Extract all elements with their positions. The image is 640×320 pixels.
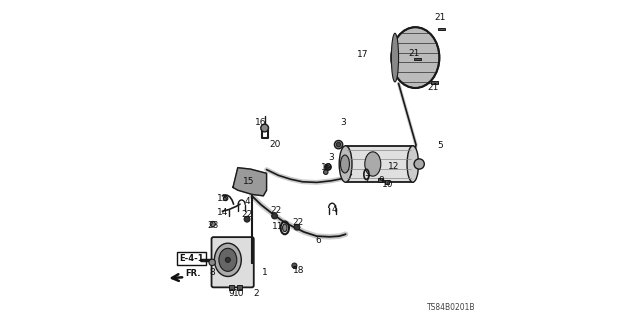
Text: TS84B0201B: TS84B0201B	[427, 303, 475, 312]
Ellipse shape	[407, 146, 419, 182]
Ellipse shape	[340, 155, 349, 173]
Text: 18: 18	[294, 266, 305, 275]
Text: 7: 7	[365, 175, 370, 184]
Text: 14: 14	[217, 208, 228, 217]
Text: 3: 3	[340, 118, 346, 127]
Circle shape	[209, 259, 215, 266]
Circle shape	[294, 224, 300, 230]
Circle shape	[225, 257, 230, 262]
Text: 21: 21	[428, 83, 439, 92]
Text: 8: 8	[209, 268, 215, 277]
Text: 21: 21	[435, 13, 446, 22]
Circle shape	[325, 164, 332, 170]
Bar	[229, 285, 234, 290]
Text: 16: 16	[255, 118, 267, 127]
Circle shape	[323, 170, 328, 174]
Ellipse shape	[392, 33, 399, 82]
Circle shape	[292, 263, 297, 268]
Text: 11: 11	[272, 222, 284, 231]
Circle shape	[244, 216, 250, 222]
Circle shape	[210, 221, 215, 227]
Polygon shape	[233, 168, 267, 196]
Bar	[346, 146, 413, 182]
Ellipse shape	[283, 224, 287, 232]
Bar	[385, 180, 389, 184]
Text: 2: 2	[254, 289, 259, 298]
Text: 13: 13	[217, 194, 228, 203]
Text: FR.: FR.	[186, 269, 201, 278]
Text: 19: 19	[321, 163, 333, 172]
Bar	[237, 285, 242, 290]
Text: 12: 12	[388, 162, 399, 171]
Text: 9: 9	[228, 289, 234, 298]
Circle shape	[272, 213, 278, 219]
Text: 17: 17	[358, 50, 369, 59]
Text: 5: 5	[437, 141, 443, 150]
Circle shape	[326, 165, 330, 169]
Bar	[438, 28, 445, 30]
Text: 22: 22	[292, 218, 303, 227]
Text: 21: 21	[409, 49, 420, 58]
Text: 4: 4	[244, 197, 250, 206]
Text: 23: 23	[207, 221, 218, 230]
Ellipse shape	[214, 243, 241, 276]
Text: 10: 10	[382, 180, 394, 189]
Ellipse shape	[392, 27, 440, 88]
Text: 9: 9	[378, 176, 383, 185]
Ellipse shape	[219, 248, 237, 271]
FancyBboxPatch shape	[211, 237, 254, 287]
Ellipse shape	[365, 152, 381, 176]
Bar	[378, 178, 382, 182]
Bar	[293, 266, 296, 268]
Text: 22: 22	[241, 210, 253, 219]
Text: 20: 20	[269, 140, 281, 149]
Text: 10: 10	[233, 289, 244, 298]
Ellipse shape	[339, 146, 352, 182]
Bar	[431, 81, 438, 84]
Text: 15: 15	[243, 177, 254, 186]
Text: 6: 6	[316, 236, 321, 245]
Circle shape	[334, 140, 343, 149]
Text: E-4-1: E-4-1	[179, 254, 204, 263]
Circle shape	[261, 124, 269, 132]
Text: 22: 22	[270, 206, 282, 215]
Text: 1: 1	[262, 268, 268, 277]
Text: 4: 4	[332, 205, 337, 214]
Circle shape	[223, 196, 228, 201]
Bar	[414, 58, 421, 60]
Circle shape	[337, 142, 341, 147]
Circle shape	[414, 159, 424, 169]
Text: 3: 3	[329, 153, 334, 162]
